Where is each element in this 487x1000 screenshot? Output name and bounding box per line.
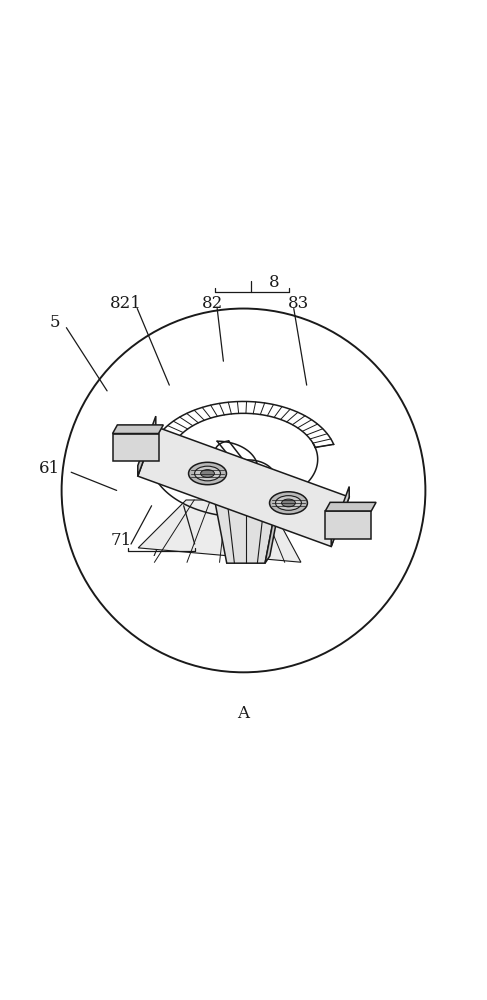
Polygon shape bbox=[215, 501, 277, 563]
Polygon shape bbox=[265, 494, 282, 563]
Polygon shape bbox=[331, 487, 349, 547]
Ellipse shape bbox=[269, 492, 307, 514]
Polygon shape bbox=[112, 434, 159, 461]
Polygon shape bbox=[112, 425, 163, 434]
Text: 82: 82 bbox=[202, 295, 223, 312]
Text: 821: 821 bbox=[110, 295, 142, 312]
Text: 5: 5 bbox=[49, 314, 60, 331]
Ellipse shape bbox=[201, 470, 214, 477]
Text: 71: 71 bbox=[111, 532, 132, 549]
Ellipse shape bbox=[276, 496, 301, 510]
Polygon shape bbox=[325, 511, 371, 539]
Ellipse shape bbox=[188, 462, 226, 485]
Ellipse shape bbox=[195, 466, 221, 481]
Text: A: A bbox=[238, 705, 249, 722]
Text: 7: 7 bbox=[150, 543, 160, 560]
Ellipse shape bbox=[281, 499, 296, 507]
Polygon shape bbox=[138, 427, 349, 547]
Polygon shape bbox=[325, 502, 376, 511]
Polygon shape bbox=[138, 500, 301, 562]
Text: 72: 72 bbox=[178, 532, 199, 549]
Text: 83: 83 bbox=[288, 295, 309, 312]
Polygon shape bbox=[138, 416, 156, 476]
Text: 61: 61 bbox=[39, 460, 60, 477]
Text: 8: 8 bbox=[269, 274, 280, 291]
